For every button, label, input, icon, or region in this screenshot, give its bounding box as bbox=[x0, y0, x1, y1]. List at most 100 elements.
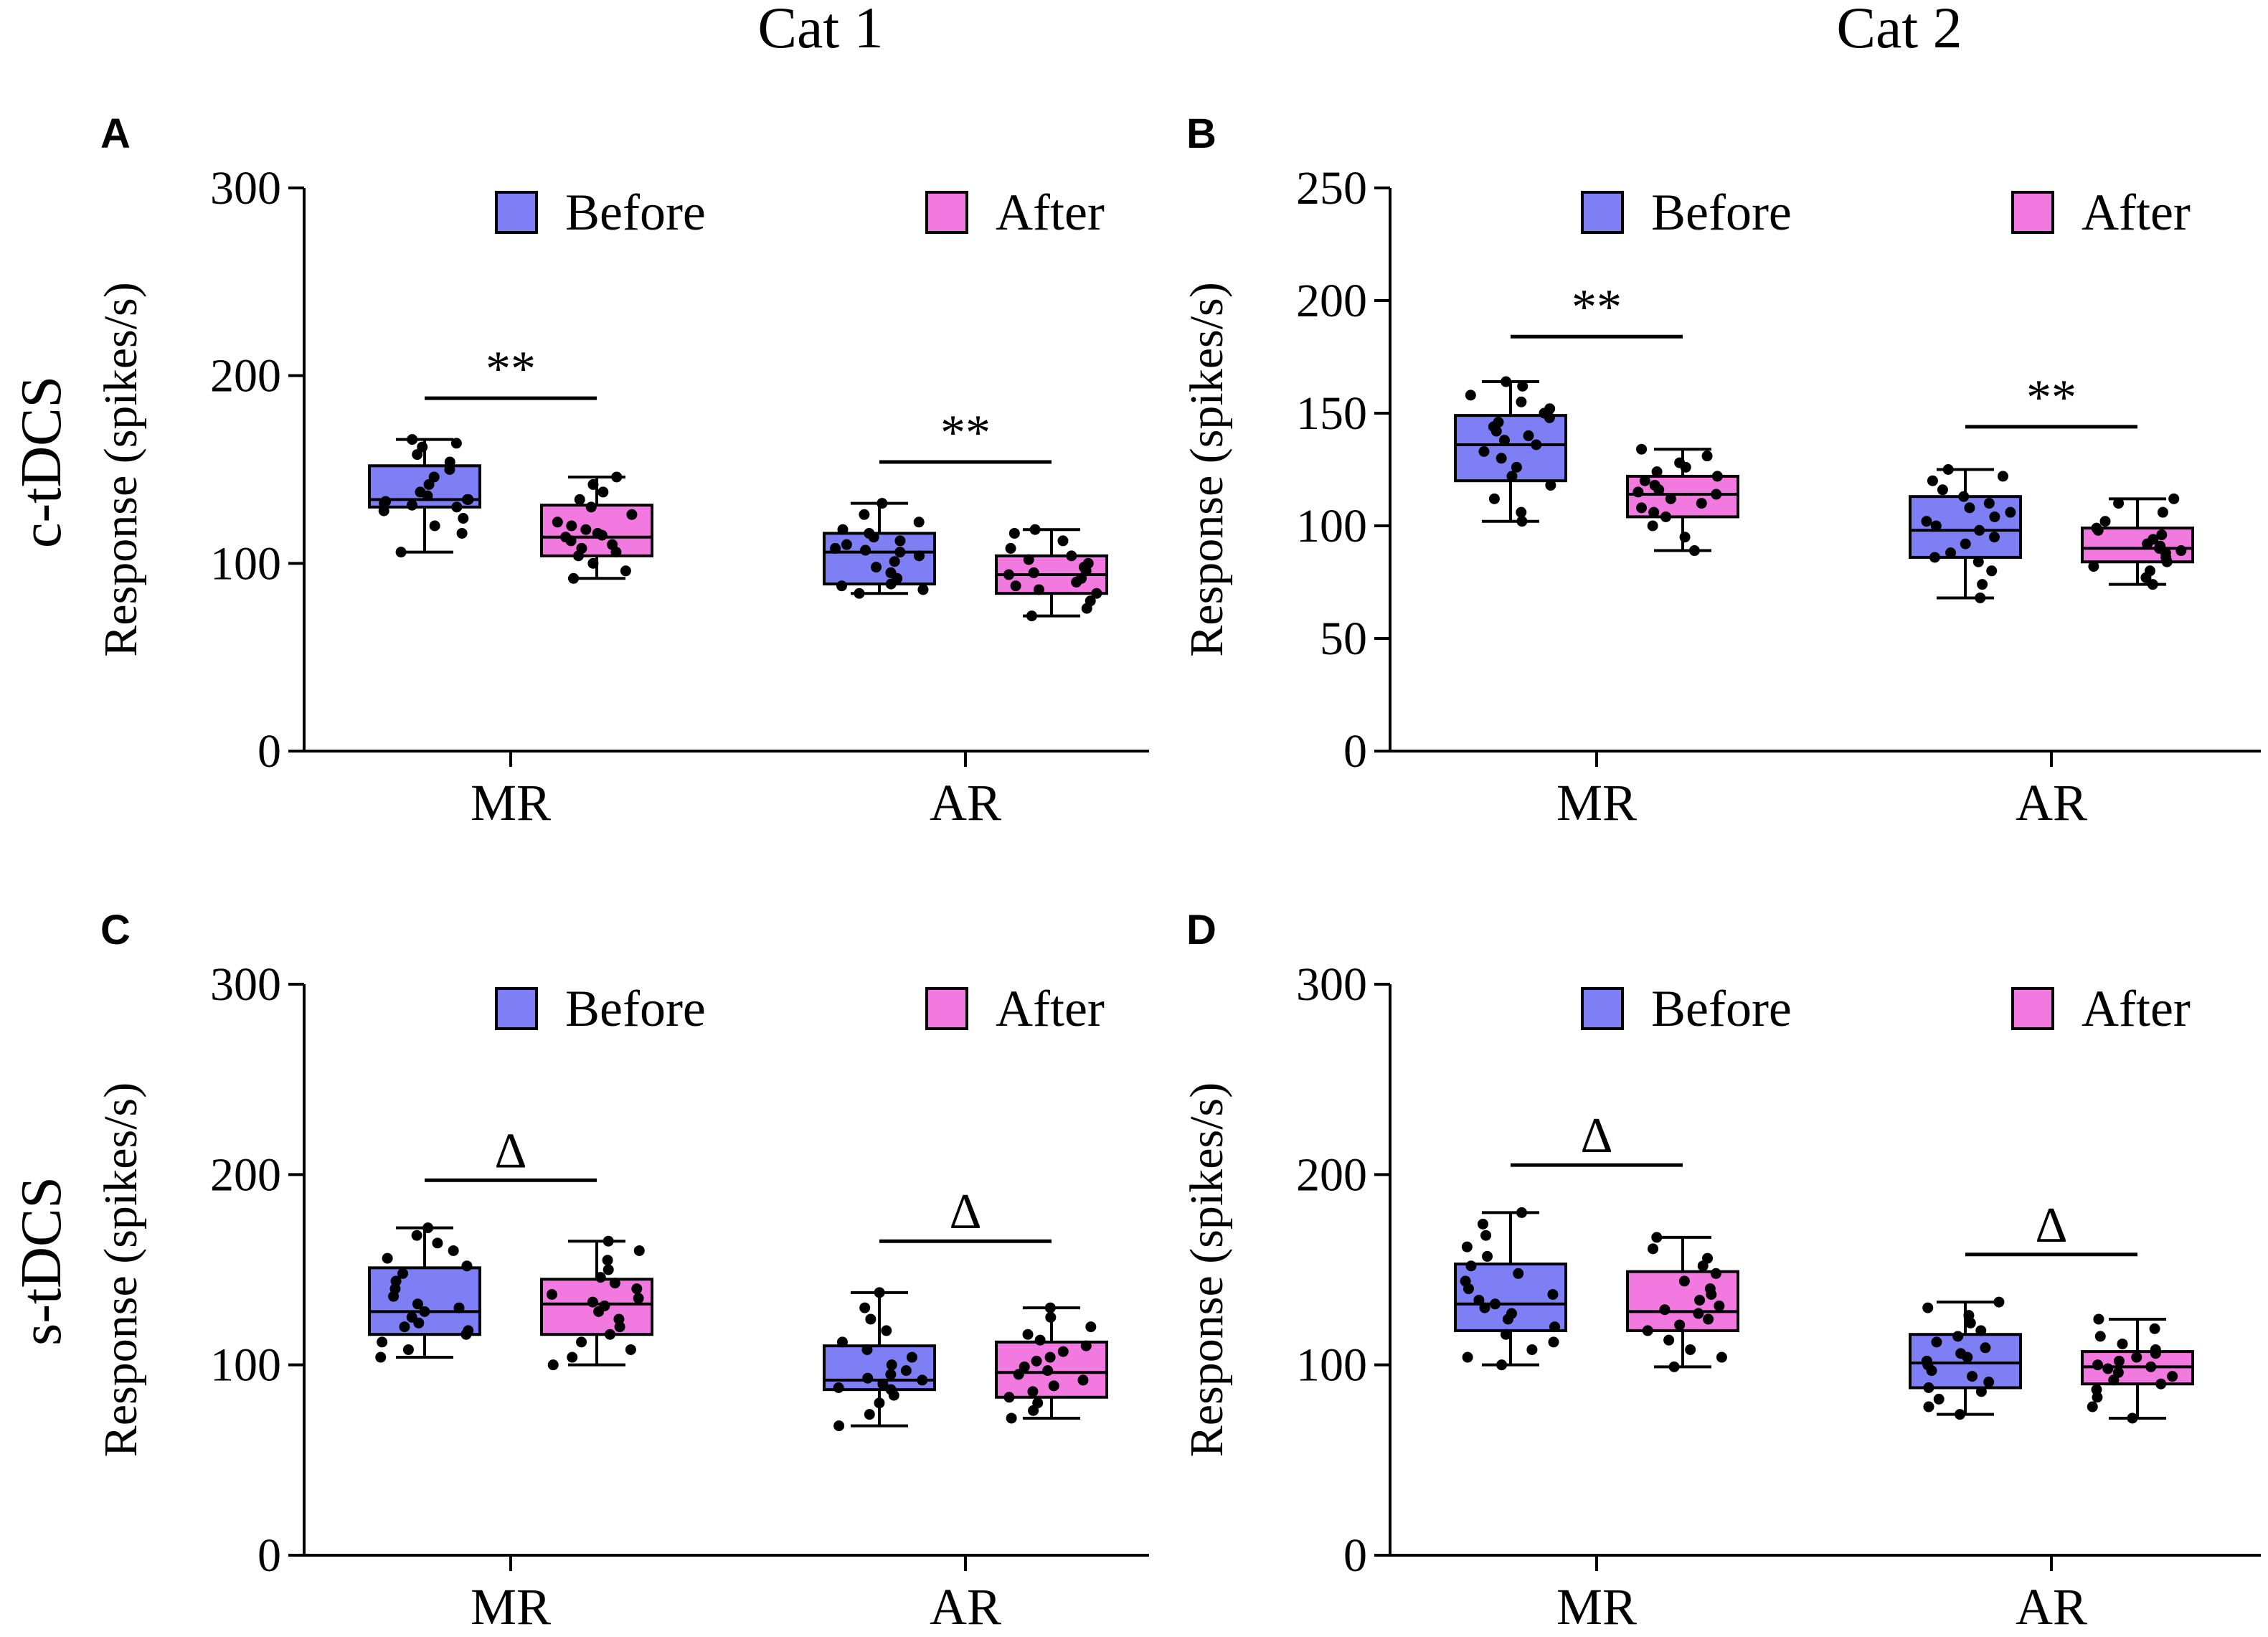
data-point bbox=[1922, 1302, 1934, 1313]
data-point bbox=[864, 527, 875, 539]
data-point bbox=[1008, 527, 1020, 539]
data-point bbox=[1013, 1369, 1024, 1380]
panel-a: A Response (spikes/s) 0 100 200 300 MR AR ** ** Be… bbox=[95, 110, 1149, 831]
legend-label-after: After bbox=[2082, 980, 2191, 1037]
data-point bbox=[1980, 1342, 1991, 1354]
data-point bbox=[1082, 557, 1094, 569]
box-before-mr bbox=[368, 1222, 481, 1363]
data-point bbox=[2149, 1323, 2160, 1334]
box-before-mr bbox=[1454, 376, 1567, 527]
y-tick-label: 300 bbox=[1296, 958, 1367, 1011]
data-point bbox=[1031, 1355, 1042, 1367]
data-point bbox=[2113, 498, 2125, 509]
data-point bbox=[1716, 1351, 1727, 1363]
data-point bbox=[1659, 1304, 1671, 1316]
y-axis-label: Response (spikes/s) bbox=[95, 282, 147, 656]
data-point bbox=[2113, 1355, 2125, 1367]
data-point bbox=[453, 1302, 465, 1313]
box-after-mr bbox=[540, 1235, 653, 1371]
box-after-ar bbox=[2081, 493, 2194, 590]
legend-swatch-after bbox=[925, 191, 968, 234]
data-point bbox=[607, 539, 618, 550]
data-point bbox=[382, 1252, 393, 1264]
data-point bbox=[1003, 1392, 1015, 1403]
data-point bbox=[576, 1336, 587, 1348]
data-point bbox=[1545, 479, 1556, 491]
data-point bbox=[2102, 1363, 2114, 1374]
y-tick-label: 150 bbox=[1296, 387, 1367, 440]
legend-swatch-before bbox=[1581, 191, 1624, 234]
y-axis-label: Response (spikes/s) bbox=[95, 1082, 147, 1457]
box-after-mr bbox=[1626, 443, 1739, 557]
box-after-mr bbox=[1626, 1232, 1739, 1372]
data-point bbox=[450, 438, 462, 449]
data-point bbox=[833, 1420, 845, 1432]
data-point bbox=[1975, 1325, 1987, 1336]
box-iqr bbox=[1454, 414, 1567, 483]
row-title-c-tdcs: c-tDCS bbox=[10, 376, 73, 548]
data-point bbox=[2094, 1331, 2106, 1342]
data-point bbox=[2005, 506, 2016, 518]
data-point bbox=[1649, 479, 1660, 491]
data-point bbox=[1033, 584, 1044, 595]
data-point bbox=[407, 434, 418, 445]
data-point bbox=[568, 572, 580, 584]
data-point bbox=[377, 1336, 388, 1348]
data-point bbox=[894, 535, 906, 547]
data-point bbox=[1516, 1207, 1528, 1218]
data-point bbox=[2091, 1384, 2102, 1395]
panel-letter: A bbox=[100, 110, 131, 157]
data-point bbox=[877, 498, 888, 509]
data-point bbox=[894, 547, 906, 558]
data-point bbox=[1674, 1319, 1686, 1331]
legend-label-after: After bbox=[996, 980, 1105, 1037]
data-point bbox=[1547, 1288, 1559, 1300]
data-point bbox=[1493, 417, 1504, 428]
data-point bbox=[2127, 1412, 2138, 1424]
y-tick-label: 100 bbox=[1296, 500, 1367, 552]
box-iqr bbox=[368, 1266, 481, 1336]
data-point bbox=[1960, 538, 1971, 549]
data-point bbox=[1704, 1283, 1716, 1295]
significance-label: ** bbox=[1572, 280, 1622, 335]
data-point bbox=[913, 516, 925, 528]
x-tick-label: MR bbox=[471, 1578, 551, 1636]
data-point bbox=[836, 580, 847, 592]
y-tick-label: 200 bbox=[1296, 275, 1367, 327]
significance-label: ** bbox=[940, 405, 991, 461]
data-point bbox=[587, 478, 599, 490]
panel-letter: C bbox=[100, 907, 131, 953]
data-point bbox=[585, 501, 597, 513]
data-point bbox=[597, 486, 609, 498]
data-point bbox=[456, 527, 468, 539]
data-point bbox=[390, 1275, 402, 1287]
data-point bbox=[1923, 1401, 1934, 1412]
data-point bbox=[602, 1255, 613, 1266]
data-point bbox=[1477, 1218, 1488, 1230]
data-point bbox=[1501, 376, 1512, 387]
box-before-ar bbox=[1909, 1296, 2022, 1420]
data-point bbox=[1651, 466, 1663, 478]
legend-swatch-after bbox=[2011, 191, 2054, 234]
data-point bbox=[2150, 1344, 2161, 1355]
data-point bbox=[1955, 1348, 1967, 1359]
data-point bbox=[631, 1283, 643, 1295]
data-point bbox=[886, 1359, 897, 1371]
data-point bbox=[1506, 471, 1518, 482]
data-point bbox=[1693, 1308, 1704, 1319]
data-point bbox=[1921, 1355, 1932, 1367]
data-point bbox=[604, 1329, 615, 1340]
data-point bbox=[626, 509, 638, 520]
data-point bbox=[1958, 491, 1970, 502]
data-point bbox=[587, 1296, 598, 1308]
data-point bbox=[1711, 471, 1723, 482]
data-point bbox=[885, 1369, 897, 1380]
data-point bbox=[836, 1336, 848, 1348]
y-tick-label: 0 bbox=[257, 1529, 281, 1582]
data-point bbox=[2092, 1359, 2104, 1371]
data-point bbox=[462, 494, 473, 505]
data-point bbox=[1964, 502, 1975, 514]
y-tick-label: 250 bbox=[1296, 162, 1367, 214]
data-point bbox=[2147, 534, 2159, 545]
data-point bbox=[580, 524, 592, 535]
